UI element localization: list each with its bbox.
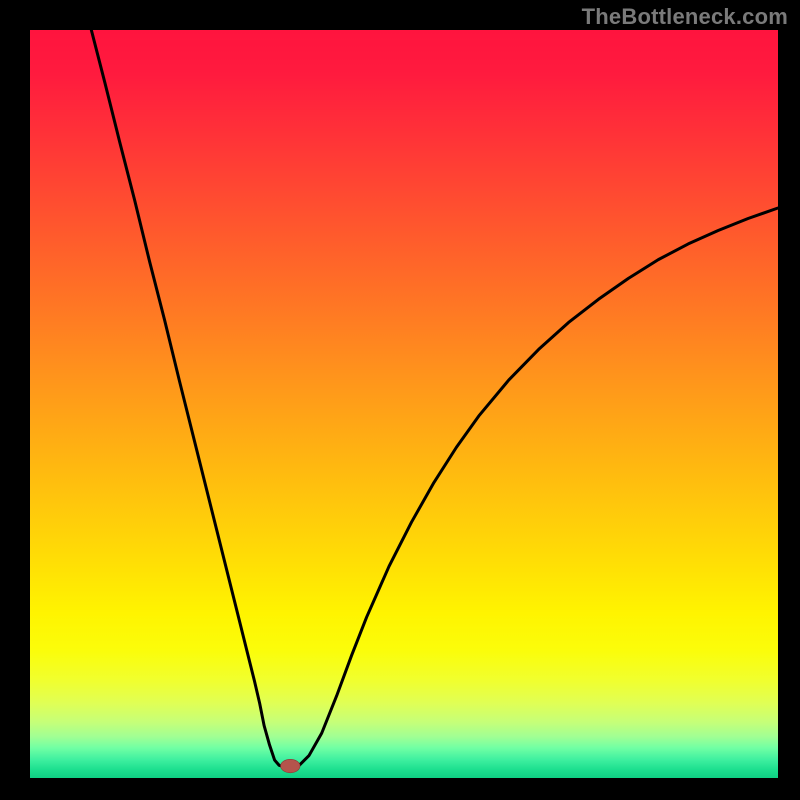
bottleneck-chart [0,0,800,800]
optimal-point-marker [281,759,300,772]
chart-stage: TheBottleneck.com [0,0,800,800]
chart-gradient-background [30,30,778,778]
watermark-text: TheBottleneck.com [582,4,788,30]
